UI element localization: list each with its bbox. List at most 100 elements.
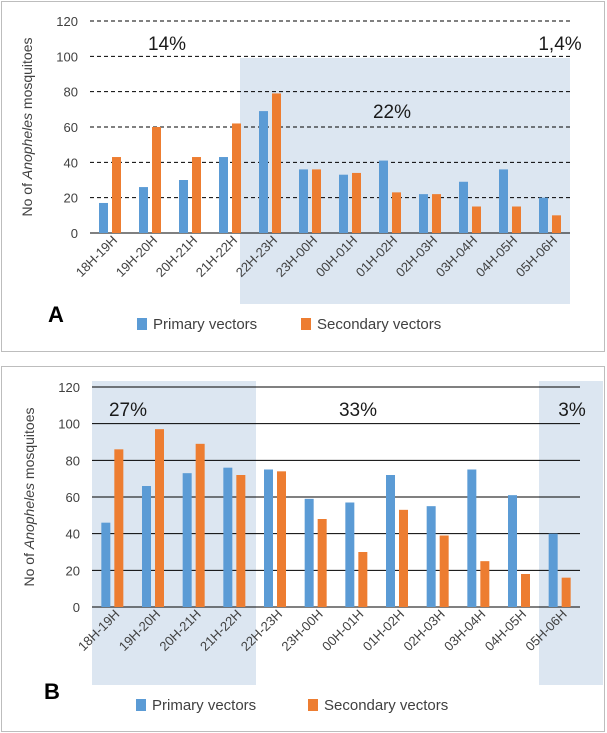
bar-primary — [101, 522, 111, 607]
highlight-region — [539, 381, 603, 685]
legend-swatch-primary — [137, 318, 147, 330]
legend-swatch-secondary — [301, 318, 311, 330]
bar-secondary — [521, 574, 530, 607]
bar-secondary — [232, 123, 241, 233]
chart-panel-a: 0 20 40 60 80 100 120 18H-19H 19H-20H 20H-21H 21H-… — [1, 1, 605, 352]
percent-label: 33% — [339, 400, 377, 421]
bar-secondary — [552, 215, 561, 233]
bar-secondary — [114, 449, 124, 607]
bar-secondary — [272, 93, 281, 233]
y-tick-label: 0 — [71, 226, 78, 241]
bar-primary — [548, 533, 558, 607]
chart-panel-b: 0 20 40 60 80 100 120 18H-19H 19H-20H 20H-21H 21H-… — [1, 366, 605, 732]
bar-primary — [419, 194, 428, 233]
legend-swatch-primary — [136, 699, 146, 711]
bar-secondary — [112, 157, 121, 233]
y-axis-title: No of Anopheles mosquitoes — [21, 407, 37, 586]
bar-primary — [259, 111, 268, 233]
bar-secondary — [195, 443, 205, 607]
percent-label: 27% — [109, 400, 147, 421]
bar-primary — [223, 467, 233, 607]
panel-letter: B — [44, 679, 60, 704]
bar-secondary — [439, 535, 449, 607]
x-tick-label: 04H-05H — [482, 607, 529, 654]
percent-label: 22% — [373, 102, 411, 123]
bar-primary — [386, 475, 395, 607]
bar-secondary — [358, 552, 368, 607]
y-tick-label: 0 — [73, 600, 80, 615]
bar-primary — [99, 202, 108, 233]
chart-a-svg: 0 20 40 60 80 100 120 18H-19H19H-20H20H-21H21H-… — [19, 14, 582, 333]
y-tick-label: 60 — [66, 490, 80, 505]
bar-primary — [539, 197, 548, 233]
bar-primary — [219, 157, 228, 233]
legend-label-secondary: Secondary vectors — [317, 316, 441, 333]
bar-primary — [139, 187, 148, 233]
bar-primary — [499, 169, 508, 233]
x-tick-label: 02H-03H — [400, 607, 447, 654]
y-tick-label: 20 — [64, 191, 78, 206]
bar-primary — [299, 169, 308, 233]
bar-primary — [182, 473, 192, 607]
bar-primary — [339, 174, 348, 233]
x-tick-label: 01H-02H — [360, 607, 407, 654]
bar-secondary — [152, 127, 161, 233]
y-axis-title-suffix: mosquitoes — [21, 407, 37, 482]
percent-label: 3% — [558, 400, 586, 421]
highlight-region — [240, 58, 570, 304]
bar-secondary — [352, 172, 361, 233]
percent-label: 1,4% — [538, 34, 581, 55]
y-tick-label: 40 — [64, 155, 78, 170]
percent-label: 14% — [148, 34, 186, 55]
bar-primary — [345, 502, 355, 607]
y-tick-label: 120 — [56, 14, 78, 29]
bar-secondary — [512, 206, 521, 233]
y-axis-title-suffix: mosquitoes — [19, 37, 35, 112]
bar-primary — [467, 469, 477, 607]
y-axis-title-prefix: No of — [19, 179, 35, 216]
bar-primary — [304, 498, 314, 607]
bar-secondary — [561, 577, 571, 607]
y-tick-label: 120 — [58, 380, 80, 395]
bar-secondary — [277, 471, 286, 607]
bar-secondary — [432, 194, 441, 233]
y-axis-title-prefix: No of — [21, 549, 37, 586]
bar-secondary — [472, 206, 481, 233]
x-tick-label: 03H-04H — [441, 607, 488, 654]
y-tick-label: 60 — [64, 120, 78, 135]
x-tick-label: 18H-19H — [73, 233, 120, 280]
legend-label-secondary: Secondary vectors — [324, 697, 448, 714]
y-tick-label: 80 — [66, 453, 80, 468]
y-axis-title-italic: Anopheles — [21, 483, 37, 550]
y-tick-label: 100 — [56, 49, 78, 64]
legend-label-primary: Primary vectors — [153, 316, 257, 333]
y-tick-label: 20 — [66, 563, 80, 578]
panel-letter: A — [48, 302, 64, 327]
bar-primary — [142, 486, 151, 607]
bar-secondary — [312, 169, 321, 233]
chart-b-svg: 02040608010012018H-19H19H-20H20H-21H21H-… — [21, 380, 603, 714]
bar-secondary — [399, 509, 408, 607]
legend-swatch-secondary — [308, 699, 318, 711]
y-tick-label: 100 — [58, 417, 80, 432]
bar-primary — [426, 506, 436, 607]
bar-secondary — [192, 157, 201, 233]
y-tick-label: 40 — [66, 527, 80, 542]
x-tick-label: 20H-21H — [153, 233, 200, 280]
bar-primary — [264, 469, 273, 607]
bar-secondary — [317, 519, 327, 607]
y-axis-title-italic: Anopheles — [19, 113, 35, 180]
bar-primary — [508, 495, 517, 607]
bar-secondary — [236, 475, 246, 607]
bar-secondary — [480, 561, 490, 607]
y-tick-label: 80 — [64, 85, 78, 100]
bar-secondary — [392, 192, 401, 233]
x-tick-label: 23H-00H — [278, 607, 325, 654]
bar-primary — [179, 180, 188, 233]
legend-label-primary: Primary vectors — [152, 697, 256, 714]
x-tick-label: 19H-20H — [113, 233, 160, 280]
y-axis-title: No of Anopheles mosquitoes — [19, 37, 35, 216]
x-tick-label: 21H-22H — [193, 233, 240, 280]
bar-primary — [379, 160, 388, 233]
bar-primary — [459, 181, 468, 233]
